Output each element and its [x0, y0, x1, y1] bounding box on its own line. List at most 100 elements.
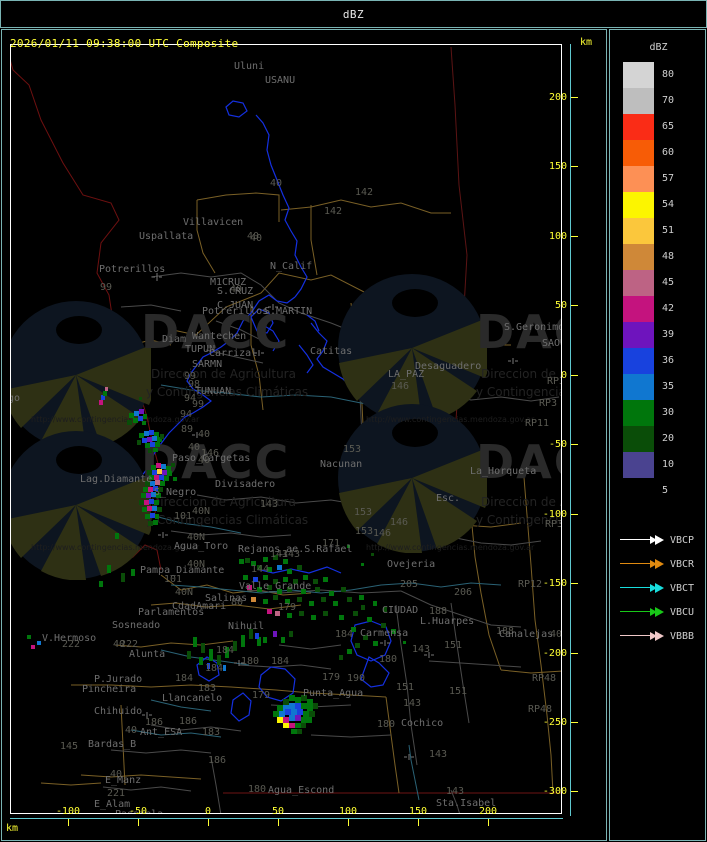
place-label: Pincheira [82, 684, 137, 695]
route-label: RP3 [539, 398, 558, 409]
place-label: S.MARTIN [264, 306, 313, 317]
vector-legend-label: VBCP [670, 534, 695, 546]
route-label: 40N [187, 559, 206, 570]
watermark-brand: DACC [141, 305, 291, 359]
watermark-line1: Direccion de Agricultura [151, 367, 296, 381]
y-tick [571, 722, 578, 723]
place-label: Divisadero [215, 479, 276, 490]
place-label: Agua_Escond [268, 785, 335, 796]
route-label: 89 [181, 424, 194, 435]
watermark-line1: Direccion de Agricultura [151, 495, 296, 509]
route-label: 184 [175, 673, 194, 684]
route-label: 143 [270, 549, 289, 560]
x-tick [488, 819, 489, 826]
y-tick-label: 200 [548, 92, 567, 103]
place-label: Valle_Grande [239, 581, 312, 592]
y-tick [571, 583, 578, 584]
place-label: Esc. [436, 493, 461, 504]
y-tick-label: -250 [542, 717, 567, 728]
color-swatch-39 [623, 322, 654, 348]
vector-legend-label: VBBB [670, 630, 695, 642]
vector-legend-label: VBCT [670, 582, 695, 594]
color-swatch-51 [623, 218, 654, 244]
place-label: P.Jurado [94, 674, 143, 685]
route-label: 184 [271, 656, 290, 667]
x-axis-unit-label: km [6, 823, 19, 834]
place-label: Pasarela [115, 809, 163, 813]
y-tick-label: -100 [542, 509, 567, 520]
route-label: 179 [278, 602, 297, 613]
place-label: CIUDAD [382, 605, 419, 616]
color-scale-label-60: 60 [662, 147, 675, 158]
dacc-logo-watermark [338, 274, 487, 423]
place-label: Potrerillos [99, 264, 166, 275]
place-label: Agua_Toro [174, 541, 229, 552]
route-label: 94 [184, 393, 197, 404]
route-label: 40 [188, 442, 201, 453]
place-label: S_Negro [154, 487, 197, 498]
y-tick [571, 236, 578, 237]
place-label: Diam [162, 334, 187, 345]
place-label: Paso_Cargetas [172, 453, 251, 464]
route-label: 99 [100, 282, 113, 293]
route-label: 40 [113, 639, 126, 650]
x-tick-label: 0 [204, 806, 212, 817]
place-label: Ant_ESA [140, 727, 183, 738]
color-swatch-65 [623, 114, 654, 140]
route-label: 146 [391, 381, 410, 392]
route-label: 143 [429, 749, 448, 760]
route-label: 40 [247, 231, 260, 242]
arrow-icon [620, 583, 664, 593]
place-label: LA_PAZ [388, 369, 425, 380]
y-tick [571, 97, 578, 98]
x-tick-label: 150 [408, 806, 428, 817]
route-label: RP12 [518, 579, 543, 590]
color-swatch-36 [623, 348, 654, 374]
y-tick [571, 514, 578, 515]
color-swatch-70 [623, 88, 654, 114]
y-tick-label: 50 [554, 300, 567, 311]
route-label: 171 [322, 538, 341, 549]
x-tick-label: -100 [55, 806, 81, 817]
place-label: Sosneado [112, 620, 161, 631]
dacc-logo-watermark [11, 301, 151, 450]
color-scale-bar [623, 62, 654, 478]
place-label: C.JUAN [217, 300, 254, 311]
place-label: Salinas [205, 593, 248, 604]
place-label: V.Hermoso [42, 633, 97, 644]
color-scale-label-30: 30 [662, 407, 675, 418]
watermark-url: http://www.contingencias.mendoza.gov.ar [366, 543, 535, 552]
route-label: 205 [400, 579, 419, 590]
y-tick-label: 0 [560, 370, 567, 381]
y-tick-label: 100 [548, 231, 567, 242]
color-scale-label-20: 20 [662, 433, 675, 444]
color-scale-label-51: 51 [662, 225, 675, 236]
place-label: Cochico [401, 718, 444, 729]
place-label: Bardas_B [88, 739, 137, 750]
route-label: 180 [377, 719, 396, 730]
watermark-line2: y Contingencias Climáticas [146, 513, 309, 527]
route-label: 40N [175, 587, 194, 598]
x-tick-label: 200 [478, 806, 498, 817]
watermark-brand: DACC [476, 435, 561, 489]
route-label: 146 [390, 517, 409, 528]
color-scale-label-70: 70 [662, 95, 675, 106]
legend-panel: dBZ 80 70 65 60 57 54 51 48 45 42 39 36 35 30 20 10 5 VB… [609, 29, 706, 841]
color-scale-label-48: 48 [662, 251, 675, 262]
y-tick [571, 375, 578, 376]
route-label: 186 [145, 717, 164, 728]
route-label: 151 [449, 686, 468, 697]
route-label: 144 [251, 564, 270, 575]
place-label: E_Manz [105, 775, 142, 786]
place-label: Uluni [234, 61, 265, 72]
radar-plot-panel: 2026/01/11 09:38:00 UTC Composite km km [1, 29, 607, 841]
route-label: RP3 [545, 519, 562, 530]
y-tick [571, 305, 578, 306]
watermark-line2: y Contingencias Climáticas [476, 513, 561, 527]
color-scale-labels: 80 70 65 60 57 54 51 48 45 42 39 36 35 30 20 10 5 [662, 62, 674, 504]
radar-map-canvas[interactable]: DACC Direccion de Agricultura y Continge… [10, 44, 562, 814]
vector-legend-row-VBCT: VBCT [620, 576, 707, 600]
place-label: Ovejeria [387, 559, 436, 570]
route-label: 142 [355, 187, 374, 198]
route-label: 180 [379, 654, 398, 665]
